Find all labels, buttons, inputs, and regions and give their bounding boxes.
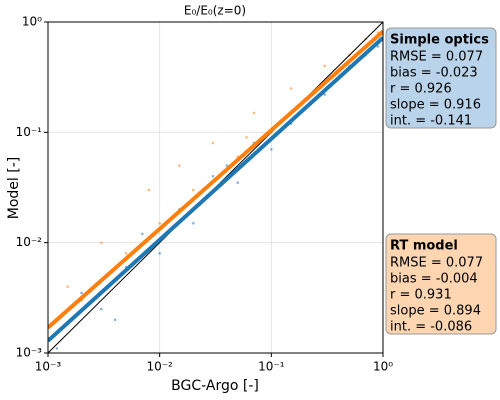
point [124,252,128,255]
point [211,141,215,145]
point [289,87,293,90]
point [158,252,161,255]
point [141,232,144,236]
y-axis-label: Model [-] [6,157,22,219]
point [270,148,273,151]
stats-box [385,233,497,335]
point [225,164,229,167]
point [323,64,326,68]
point [376,45,380,48]
point [191,221,195,225]
x-tick-label: 10⁻³ [35,360,62,374]
x-tick-label: 10⁻¹ [258,360,285,374]
chart-title: E₀/E₀(z=0) [184,4,246,18]
plot-area [48,22,383,353]
stats-line: bias = -0.004 [390,272,478,287]
stats-line: r = 0.926 [390,82,452,97]
stats-line: r = 0.931 [390,288,452,303]
stats-line: bias = -0.023 [390,66,478,81]
stats-line: slope = 0.894 [390,304,481,319]
stats-line: slope = 0.916 [390,98,481,113]
point [211,174,215,178]
point [99,307,103,311]
stats-line: int. = -0.086 [390,320,472,335]
point [113,318,117,322]
point [158,221,161,225]
point [323,93,326,96]
fit-line [48,36,383,343]
point [178,164,181,167]
stats-box [385,27,497,129]
stats-line: int. = -0.141 [390,114,472,129]
fit-line [48,30,383,330]
stats-title: Simple optics [390,33,489,48]
x-tick-label: 10⁰ [373,360,393,374]
point [66,285,69,288]
point [236,181,240,184]
point [245,136,248,139]
x-axis-label: BGC-Argo [-] [171,378,259,394]
point [80,291,83,295]
plot-frame [47,21,384,354]
point [252,111,256,115]
y-tick-label: 10⁻³ [16,346,43,360]
point [99,241,103,244]
point [55,347,59,350]
y-tick-label: 10⁻¹ [16,125,43,139]
stats-title: RT model [390,239,458,254]
y-tick-label: 10⁻² [16,235,43,249]
x-tick-label: 10⁻² [146,360,173,374]
stats-line: RMSE = 0.077 [390,50,483,65]
point [147,188,151,192]
y-tick-label: 10⁰ [22,15,42,29]
stats-line: RMSE = 0.077 [390,256,483,271]
point [191,188,195,192]
